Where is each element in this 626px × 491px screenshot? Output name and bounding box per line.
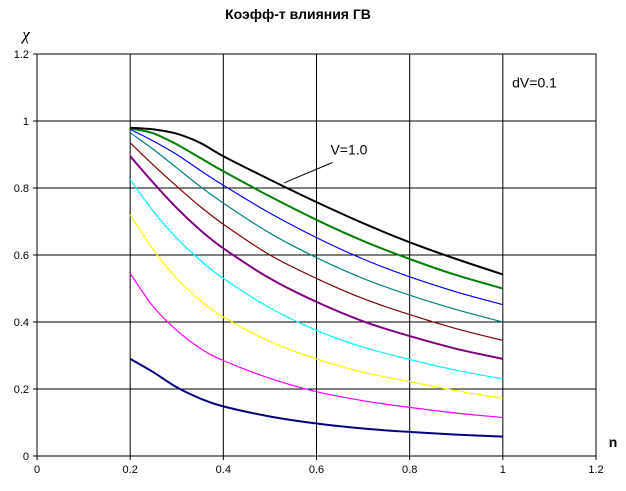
series-line-2 — [129, 273, 503, 419]
x-tick-label: 1 — [500, 464, 506, 476]
y-tick-label: 0.4 — [14, 317, 29, 329]
y-axis-label: χ — [20, 25, 30, 44]
x-axis-label: n — [609, 434, 618, 450]
series-line-9 — [129, 127, 504, 290]
plot-area: 0 0.2 0.4 0.6 0.8 1 1.2 0 0.2 0.4 0.6 0.8 1 1.2 V=1.0 d… — [14, 49, 604, 476]
chart-title: Коэфф-т влияния ГВ — [225, 6, 371, 22]
annotation-label: dV=0.1 — [512, 75, 557, 91]
series-line-7 — [129, 132, 503, 323]
annotation-label: V=1.0 — [330, 142, 367, 158]
series-line-4 — [129, 179, 503, 380]
y-tick-label: 0.2 — [14, 384, 29, 396]
x-tick-label: 1.2 — [588, 464, 603, 476]
y-tick-label: 1 — [23, 116, 29, 128]
series-line-5 — [129, 155, 504, 360]
x-tick-label: 0 — [34, 464, 40, 476]
series-line-1 — [129, 358, 503, 438]
y-tick-label: 0 — [23, 451, 29, 463]
y-tick-label: 0.6 — [14, 250, 29, 262]
series-line-6 — [129, 142, 503, 341]
series-line-10 — [130, 126, 504, 276]
x-tick-label: 0.6 — [309, 464, 324, 476]
series-line-8 — [129, 128, 503, 306]
y-tick-label: 1.2 — [14, 49, 29, 61]
x-tick-label: 0.4 — [216, 464, 231, 476]
y-tick-label: 0.8 — [14, 183, 29, 195]
x-tick-label: 0.2 — [123, 464, 138, 476]
x-tick-label: 0.8 — [402, 464, 417, 476]
annotation-leader-line — [283, 162, 333, 184]
series-line-3 — [129, 214, 503, 399]
